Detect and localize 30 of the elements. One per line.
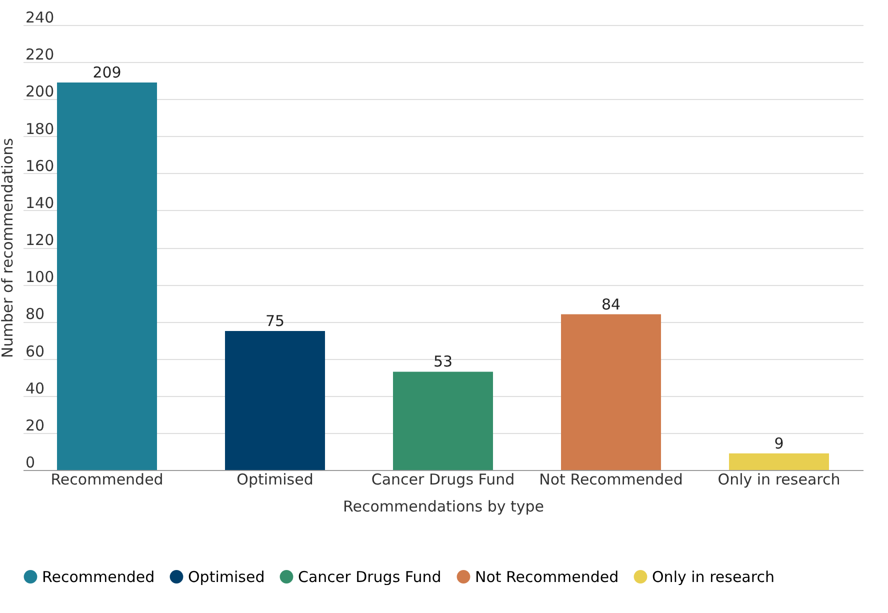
x-tick-label: Optimised xyxy=(236,470,314,488)
y-tick-label: 140 xyxy=(26,194,54,212)
legend-label: Cancer Drugs Fund xyxy=(298,568,442,586)
y-tick-label: 40 xyxy=(26,379,45,398)
data-label: 209 xyxy=(92,63,122,82)
x-axis-title: Recommendations by type xyxy=(342,498,544,516)
y-tick-label: 180 xyxy=(26,120,54,138)
y-tick-label: 220 xyxy=(26,46,54,64)
y-tick-label: 20 xyxy=(26,416,45,434)
y-tick-label: 120 xyxy=(26,231,54,249)
legend-label: Recommended xyxy=(42,568,155,586)
x-tick-label: Recommended xyxy=(50,470,164,488)
y-axis-title: Number of recommendations xyxy=(0,138,16,358)
data-label: 84 xyxy=(601,295,621,314)
legend-label: Optimised xyxy=(188,568,265,586)
y-tick-label: 200 xyxy=(26,82,54,101)
y-tick-label: 0 xyxy=(26,454,36,472)
data-label: 53 xyxy=(433,352,453,371)
x-tick-label: Not Recommended xyxy=(539,470,683,488)
y-tick-label: 240 xyxy=(26,8,54,26)
y-tick-label: 160 xyxy=(26,156,54,175)
y-tick-label: 80 xyxy=(26,305,45,324)
y-tick-label: 60 xyxy=(26,342,45,360)
x-tick-label: Only in research xyxy=(718,470,840,488)
data-label: 9 xyxy=(774,434,784,452)
legend-label: Not Recommended xyxy=(475,568,619,586)
x-tick-label: Cancer Drugs Fund xyxy=(371,470,515,488)
legend-label: Only in research xyxy=(652,568,774,586)
y-tick-label: 100 xyxy=(26,268,54,286)
data-label: 75 xyxy=(265,312,285,330)
